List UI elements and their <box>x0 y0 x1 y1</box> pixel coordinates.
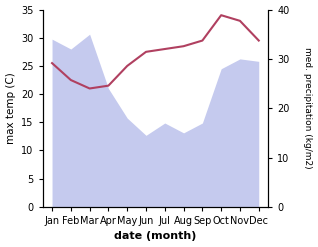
Y-axis label: max temp (C): max temp (C) <box>5 72 16 144</box>
Y-axis label: med. precipitation (kg/m2): med. precipitation (kg/m2) <box>303 47 313 169</box>
X-axis label: date (month): date (month) <box>114 231 197 242</box>
